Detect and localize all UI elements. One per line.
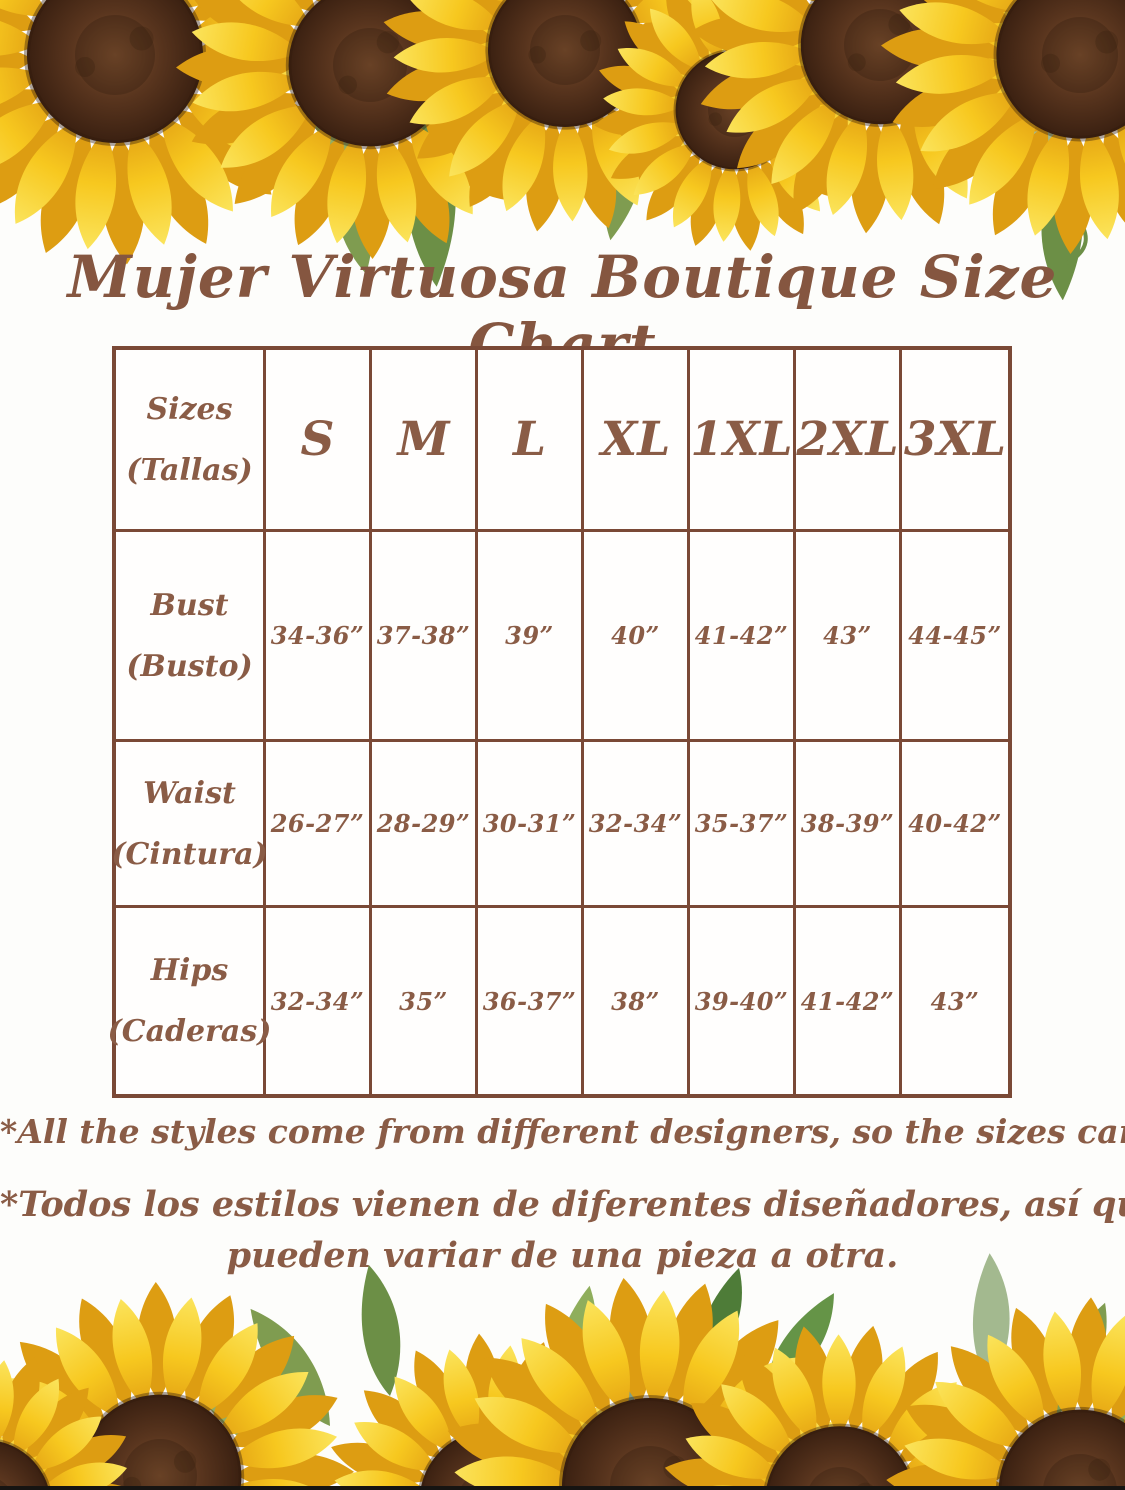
measurement-cell: 37-38” (372, 532, 478, 742)
measurement-cell: 35” (372, 908, 478, 1094)
measurement-cell: 32-34” (584, 742, 690, 908)
measurement-cell: 38” (584, 908, 690, 1094)
row-header-waist: Waist (Cintura) (111, 742, 268, 908)
row-label-es: (Caderas) (107, 1014, 272, 1049)
header-label-en: Sizes (146, 391, 233, 427)
sunflower-border-top-image (0, 0, 1125, 300)
measurement-cell: 30-31” (478, 742, 584, 908)
row-label-en: Bust (150, 587, 229, 623)
measurement-cell: 43” (796, 532, 902, 742)
measurement-cell: 35-37” (690, 742, 796, 908)
size-header-cell: M (372, 350, 478, 532)
row-label-es: (Cintura) (111, 836, 268, 872)
row-label-en: Waist (143, 775, 236, 811)
row-label-en: Hips (150, 953, 229, 988)
table-header-sizes: Sizes (Tallas) (116, 350, 266, 532)
size-header-cell: XL (584, 350, 690, 532)
measurement-cell: 41-42” (796, 908, 902, 1094)
measurement-cell: 26-27” (266, 742, 372, 908)
size-header-cell: S (266, 350, 372, 532)
measurement-cell: 34-36” (266, 532, 372, 742)
measurement-cell: 36-37” (478, 908, 584, 1094)
header-label-es: (Tallas) (126, 452, 253, 488)
measurement-cell: 32-34” (266, 908, 372, 1094)
measurement-cell: 39” (478, 532, 584, 742)
page-title: Mujer Virtuosa Boutique Size Chart (67, 243, 1058, 379)
row-label-es: (Busto) (126, 648, 253, 684)
bottom-edge-line (0, 1486, 1125, 1490)
sunflower-border-bottom-image (0, 1216, 1125, 1486)
size-header-cell: 2XL (796, 350, 902, 532)
measurement-cell: 39-40” (690, 908, 796, 1094)
size-header-cell: 1XL (690, 350, 796, 532)
size-header-cell: 3XL (902, 350, 1008, 532)
note-spanish-line2: pueden variar de una pieza a otra. (226, 1234, 899, 1276)
measurement-cell: 40” (584, 532, 690, 742)
bottom-flowers (0, 1216, 1125, 1486)
measurement-cell: 44-45” (902, 532, 1008, 742)
measurement-cell: 38-39” (796, 742, 902, 908)
measurement-cell: 40-42” (902, 742, 1008, 908)
row-header-hips: Hips (Caderas) (108, 908, 271, 1094)
measurement-cell: 41-42” (690, 532, 796, 742)
measurement-cell: 43” (930, 986, 980, 1016)
note-english: *All the styles come from different desi… (0, 1112, 1125, 1151)
size-header-cell: L (478, 350, 584, 532)
note-spanish-line1: *Todos los estilos vienen de diferentes … (0, 1184, 1125, 1225)
row-header-bust: Bust (Busto) (116, 532, 266, 742)
size-chart-table: Sizes (Tallas) S M L XL 1XL 2XL 3XL Bust… (108, 346, 1012, 1098)
note-spanish: *Todos los estilos vienen de diferentes … (0, 1180, 1125, 1282)
measurement-cell: 28-29” (372, 742, 478, 908)
